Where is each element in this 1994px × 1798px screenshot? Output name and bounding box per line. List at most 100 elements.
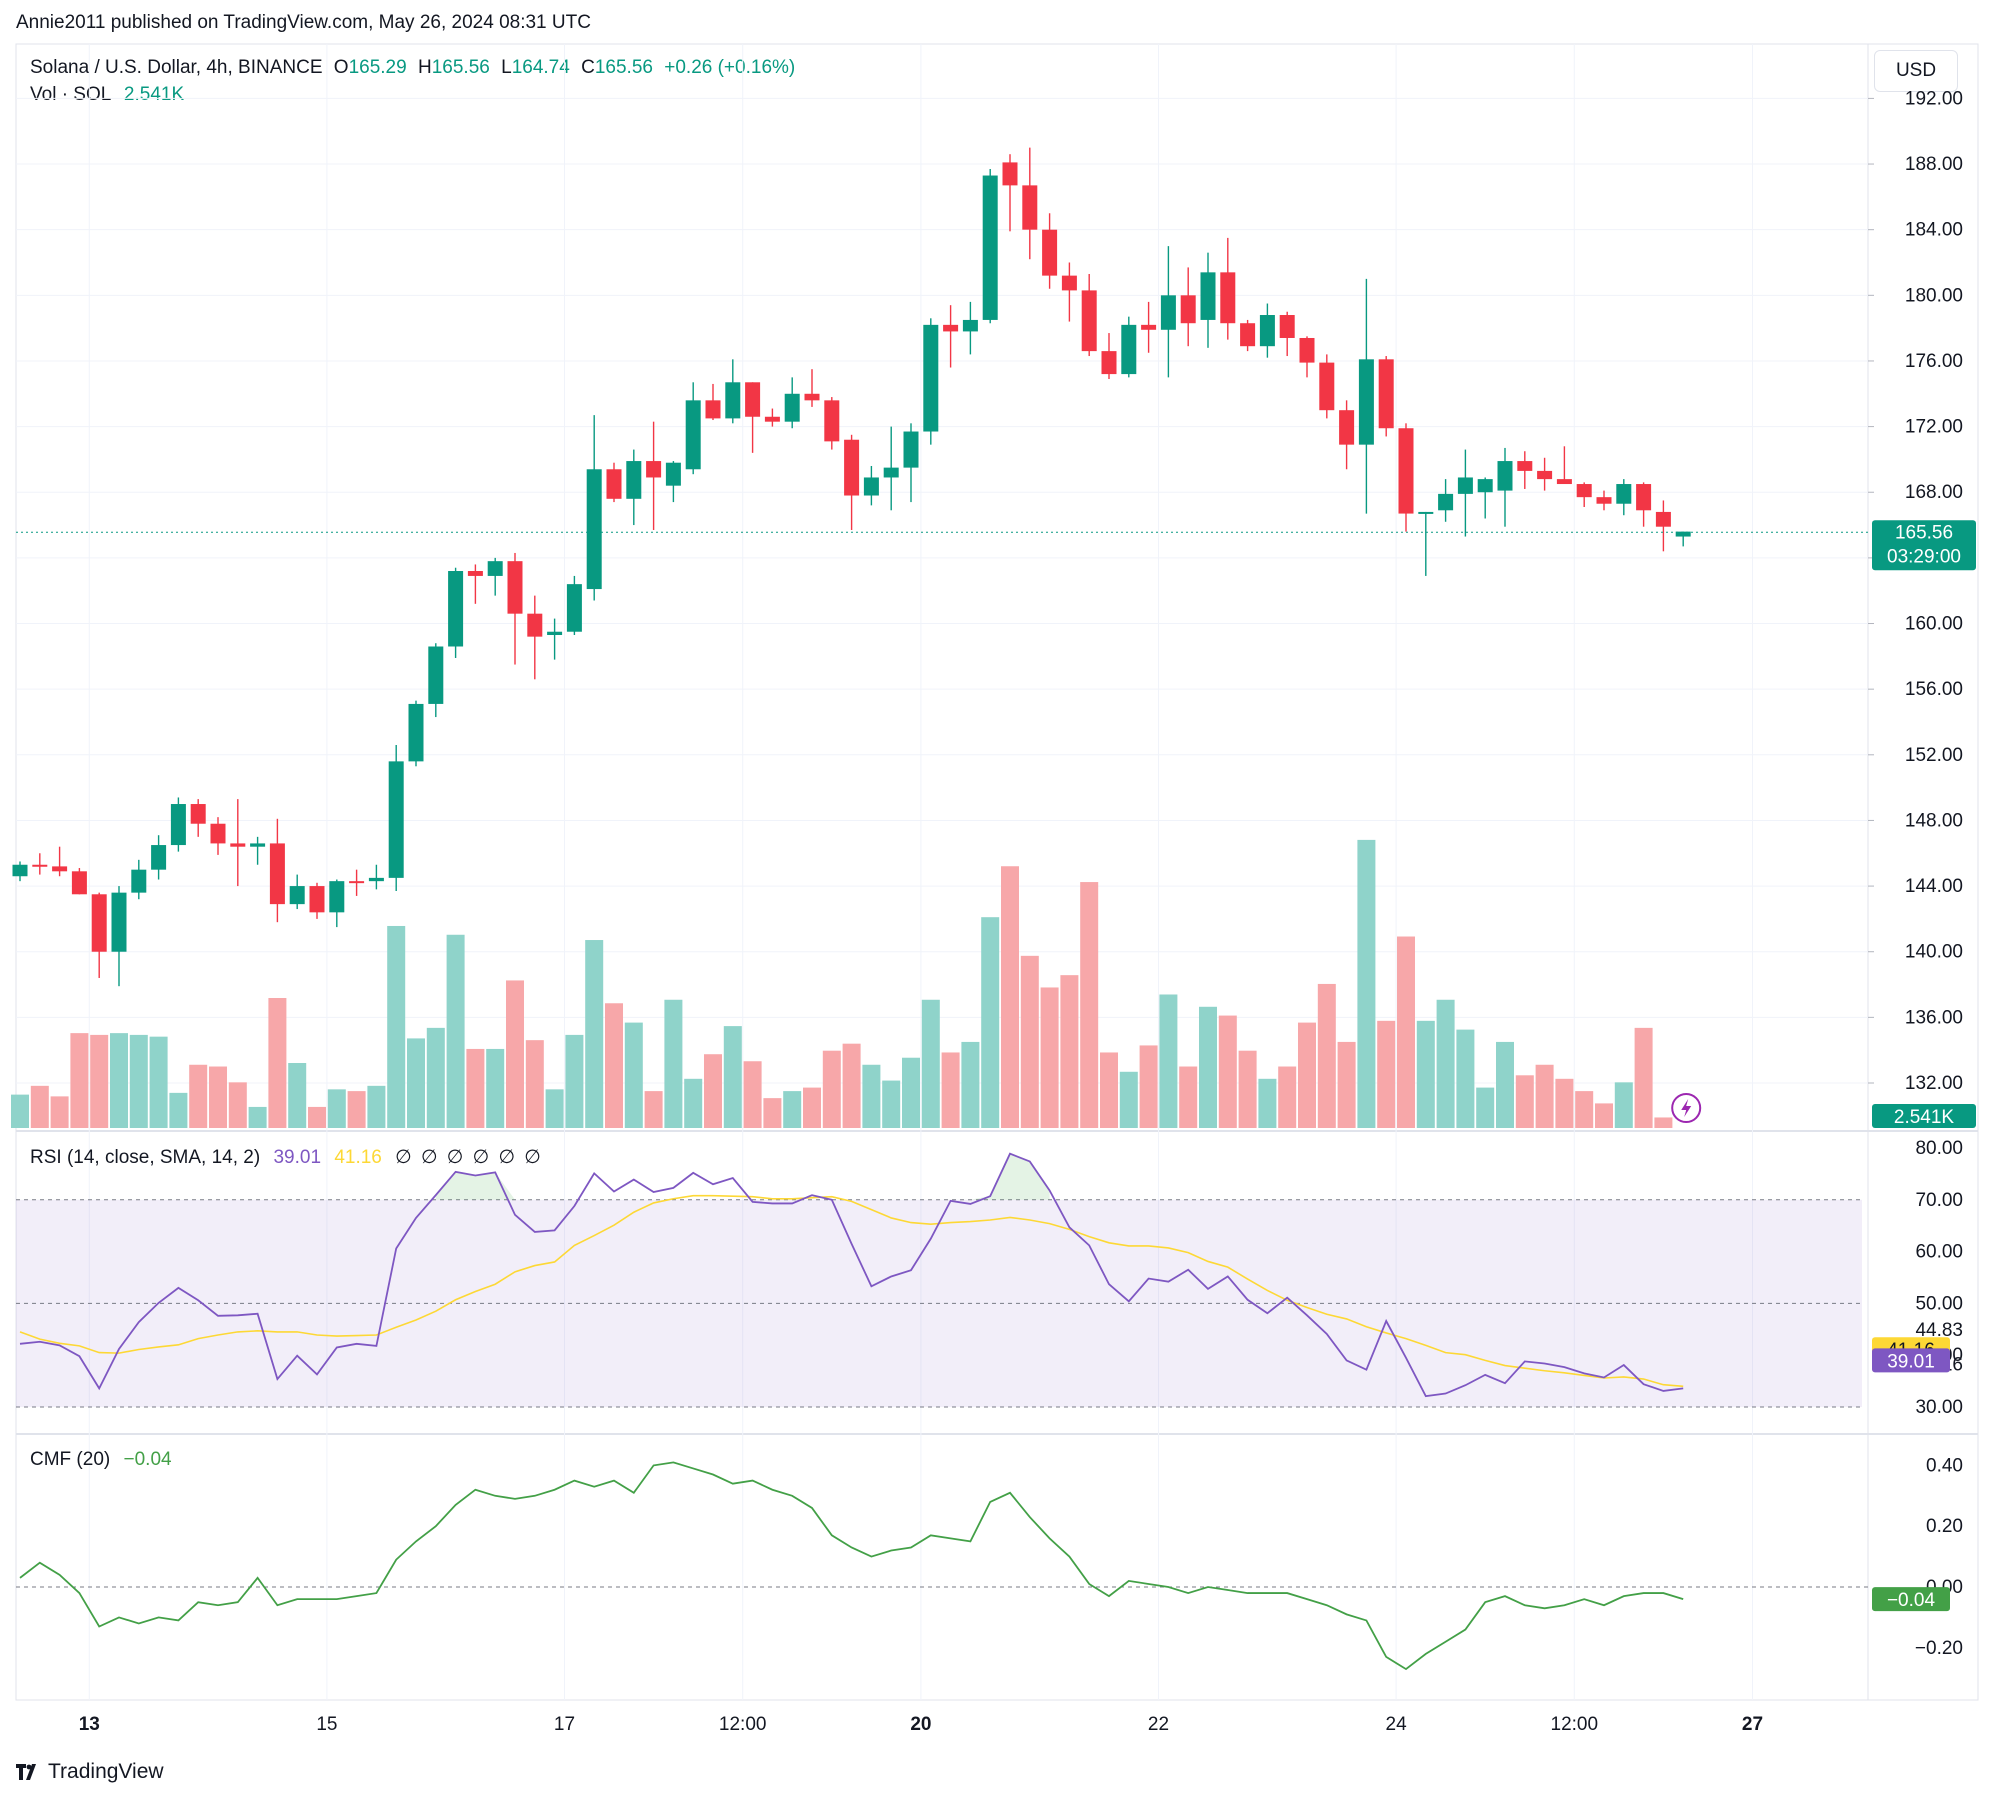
volume-bar [50, 1096, 69, 1128]
rsi-axis-label: 50.00 [1915, 1293, 1963, 1314]
volume-bar [446, 934, 465, 1128]
candle-down [467, 571, 483, 576]
last-price-badge-value: 165.56 [1895, 522, 1953, 543]
volume-bar [506, 980, 524, 1128]
price-axis-label: 176.00 [1905, 351, 1963, 372]
candle-up [1418, 511, 1434, 514]
rsi-axis-label: 30.00 [1915, 1397, 1963, 1418]
volume-bar [308, 1106, 326, 1128]
volume-bar [644, 1091, 663, 1128]
candle-up [626, 461, 642, 499]
rsi-overbought-fill [970, 1153, 1050, 1200]
volume-bar [1159, 994, 1178, 1128]
candle-up [863, 477, 879, 496]
candle-up [1477, 479, 1493, 493]
volume-bar [1100, 1052, 1118, 1128]
volume-bar [1238, 1050, 1257, 1128]
time-axis-label: 17 [554, 1714, 575, 1735]
volume-bar [1476, 1087, 1495, 1128]
price-axis-label: 172.00 [1905, 417, 1963, 438]
volume-bar [842, 1043, 861, 1128]
volume-bar [882, 1080, 901, 1128]
candle-up [12, 864, 28, 877]
candle-up [1438, 493, 1454, 511]
volume-bar [743, 1061, 762, 1128]
candle-down [1556, 479, 1572, 485]
candle-down [507, 561, 523, 614]
rsi-sma-line [19, 1194, 1684, 1388]
volume-value: 2.541K [123, 84, 185, 105]
volume-bar [585, 940, 604, 1128]
candle-down [71, 871, 87, 895]
close-label: C [581, 57, 595, 78]
candle-up [566, 584, 582, 632]
candle-down [705, 400, 721, 419]
cmf-axis-label: 0.40 [1926, 1455, 1963, 1476]
candle-down [1398, 428, 1414, 514]
price-axis-label: 168.00 [1905, 482, 1963, 503]
rsi-empty-values: ∅ ∅ ∅ ∅ ∅ ∅ [395, 1147, 543, 1168]
candle-down [1002, 162, 1018, 186]
candle-up [170, 804, 186, 846]
candle-down [52, 866, 68, 872]
rsi-label[interactable]: RSI (14, close, SMA, 14, 2) [30, 1147, 261, 1168]
volume-bar [387, 925, 406, 1128]
volume-bar [1535, 1064, 1554, 1128]
candle-up [1259, 315, 1275, 347]
volume-bar [1218, 1015, 1237, 1128]
candle-up [962, 319, 978, 332]
volume-bar [763, 1098, 782, 1128]
last-price-badge-countdown: 03:29:00 [1887, 546, 1961, 567]
candle-down [1081, 290, 1097, 352]
symbol-title[interactable]: Solana / U.S. Dollar, 4h, BINANCE [30, 57, 323, 78]
volume-bar [1020, 955, 1039, 1128]
cmf-value: −0.04 [123, 1449, 172, 1470]
volume-bar [1496, 1041, 1514, 1128]
volume-bar [1317, 983, 1336, 1128]
candle-up [250, 843, 266, 847]
volume-bar [90, 1034, 109, 1128]
candle-down [349, 881, 365, 884]
candle-up [448, 571, 464, 647]
time-axis-label: 12:00 [719, 1714, 767, 1735]
price-axis-label: 160.00 [1905, 614, 1963, 635]
volume-bar [921, 999, 940, 1128]
volume-bar [248, 1106, 267, 1128]
rsi-axis-label: 60.00 [1915, 1242, 1963, 1263]
volume-bar [426, 1027, 445, 1128]
price-axis-label: 192.00 [1905, 88, 1963, 109]
cmf-axis-label: 0.20 [1926, 1516, 1963, 1537]
rsi-line [19, 1152, 1684, 1398]
tradingview-logo[interactable]: TradingView [16, 1760, 164, 1784]
candle-up [1160, 295, 1176, 330]
rsi-legend: RSI (14, close, SMA, 14, 2) 39.01 41.16 … [30, 1146, 543, 1169]
volume-bar [169, 1092, 188, 1128]
candle-down [646, 461, 662, 478]
candle-down [1319, 362, 1335, 411]
candle-down [269, 843, 285, 905]
candle-down [91, 894, 107, 952]
volume-bar [149, 1036, 168, 1128]
volume-bar [1001, 866, 1019, 1128]
price-axis-label: 188.00 [1905, 154, 1963, 175]
volume-bar [228, 1082, 247, 1128]
volume-bar [129, 1034, 148, 1128]
price-axis-label: 156.00 [1905, 679, 1963, 700]
candle-up [1497, 461, 1513, 491]
currency-button[interactable]: USD [1874, 50, 1958, 92]
volume-bar [1575, 1091, 1594, 1128]
volume-label[interactable]: Vol · SOL [30, 84, 111, 105]
candle-up [289, 886, 305, 905]
volume-bar [525, 1040, 544, 1128]
volume-bar [1119, 1071, 1138, 1128]
candle-up [665, 462, 681, 486]
change-value: +0.26 (+0.16%) [664, 57, 796, 78]
volume-bar [1337, 1041, 1356, 1128]
volume-bar [110, 1033, 128, 1128]
price-axis-label: 152.00 [1905, 745, 1963, 766]
candle-up [388, 761, 404, 878]
cmf-label[interactable]: CMF (20) [30, 1449, 111, 1470]
rsi-axis-label: 80.00 [1915, 1138, 1963, 1159]
volume-bar [1555, 1078, 1574, 1128]
